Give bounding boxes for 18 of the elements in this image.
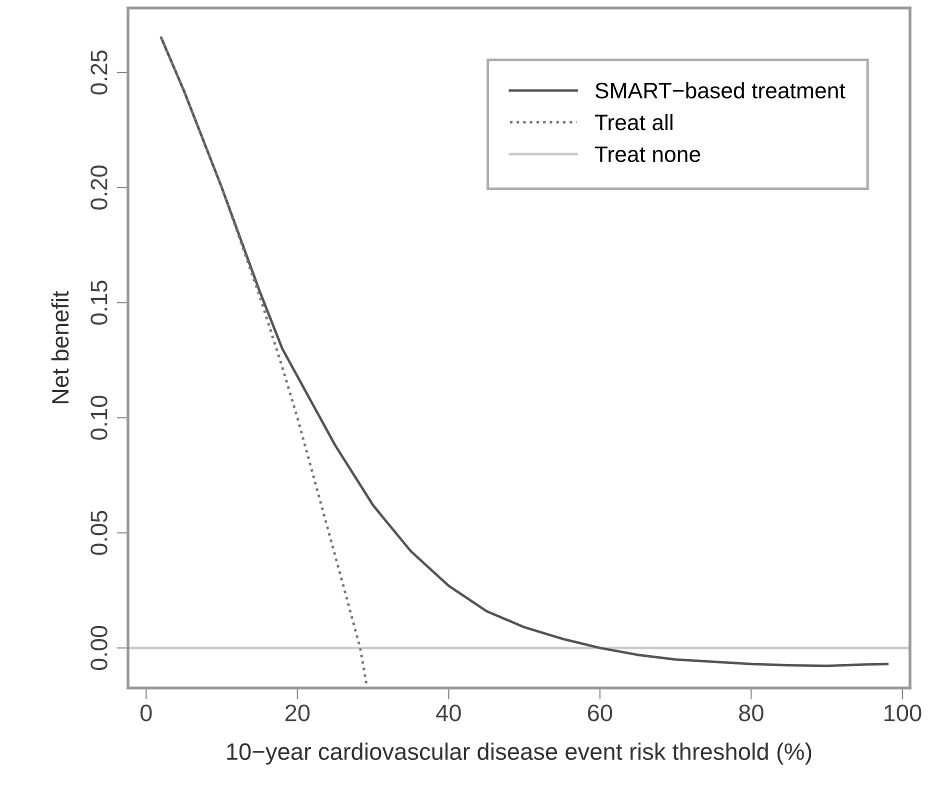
- x-tick-label: 100: [884, 704, 922, 722]
- x-tick-label: 20: [285, 704, 310, 722]
- x-tick-label: 60: [588, 704, 612, 722]
- y-tick-label: 0.25: [90, 50, 108, 95]
- x-axis-title: 10−year cardiovascular disease event risk threshold (%): [227, 742, 812, 765]
- y-axis-title: Net benefit: [51, 291, 69, 404]
- legend-label: Treat all: [594, 114, 672, 130]
- y-tick-label: 0.15: [90, 280, 108, 325]
- x-tick-label: 0: [140, 704, 152, 722]
- y-tick-label: 0.00: [90, 626, 108, 670]
- line-series: [160, 36, 889, 668]
- y-tick-label: 0.20: [90, 166, 108, 210]
- y-tick-label: 0.05: [90, 510, 108, 555]
- legend-label: SMART−based treatment: [595, 82, 846, 98]
- x-tick-label: 80: [739, 704, 764, 722]
- y-tick-label: 0.10: [90, 396, 108, 440]
- legend-label: Treat none: [594, 146, 700, 162]
- x-tick-label: 40: [436, 704, 461, 722]
